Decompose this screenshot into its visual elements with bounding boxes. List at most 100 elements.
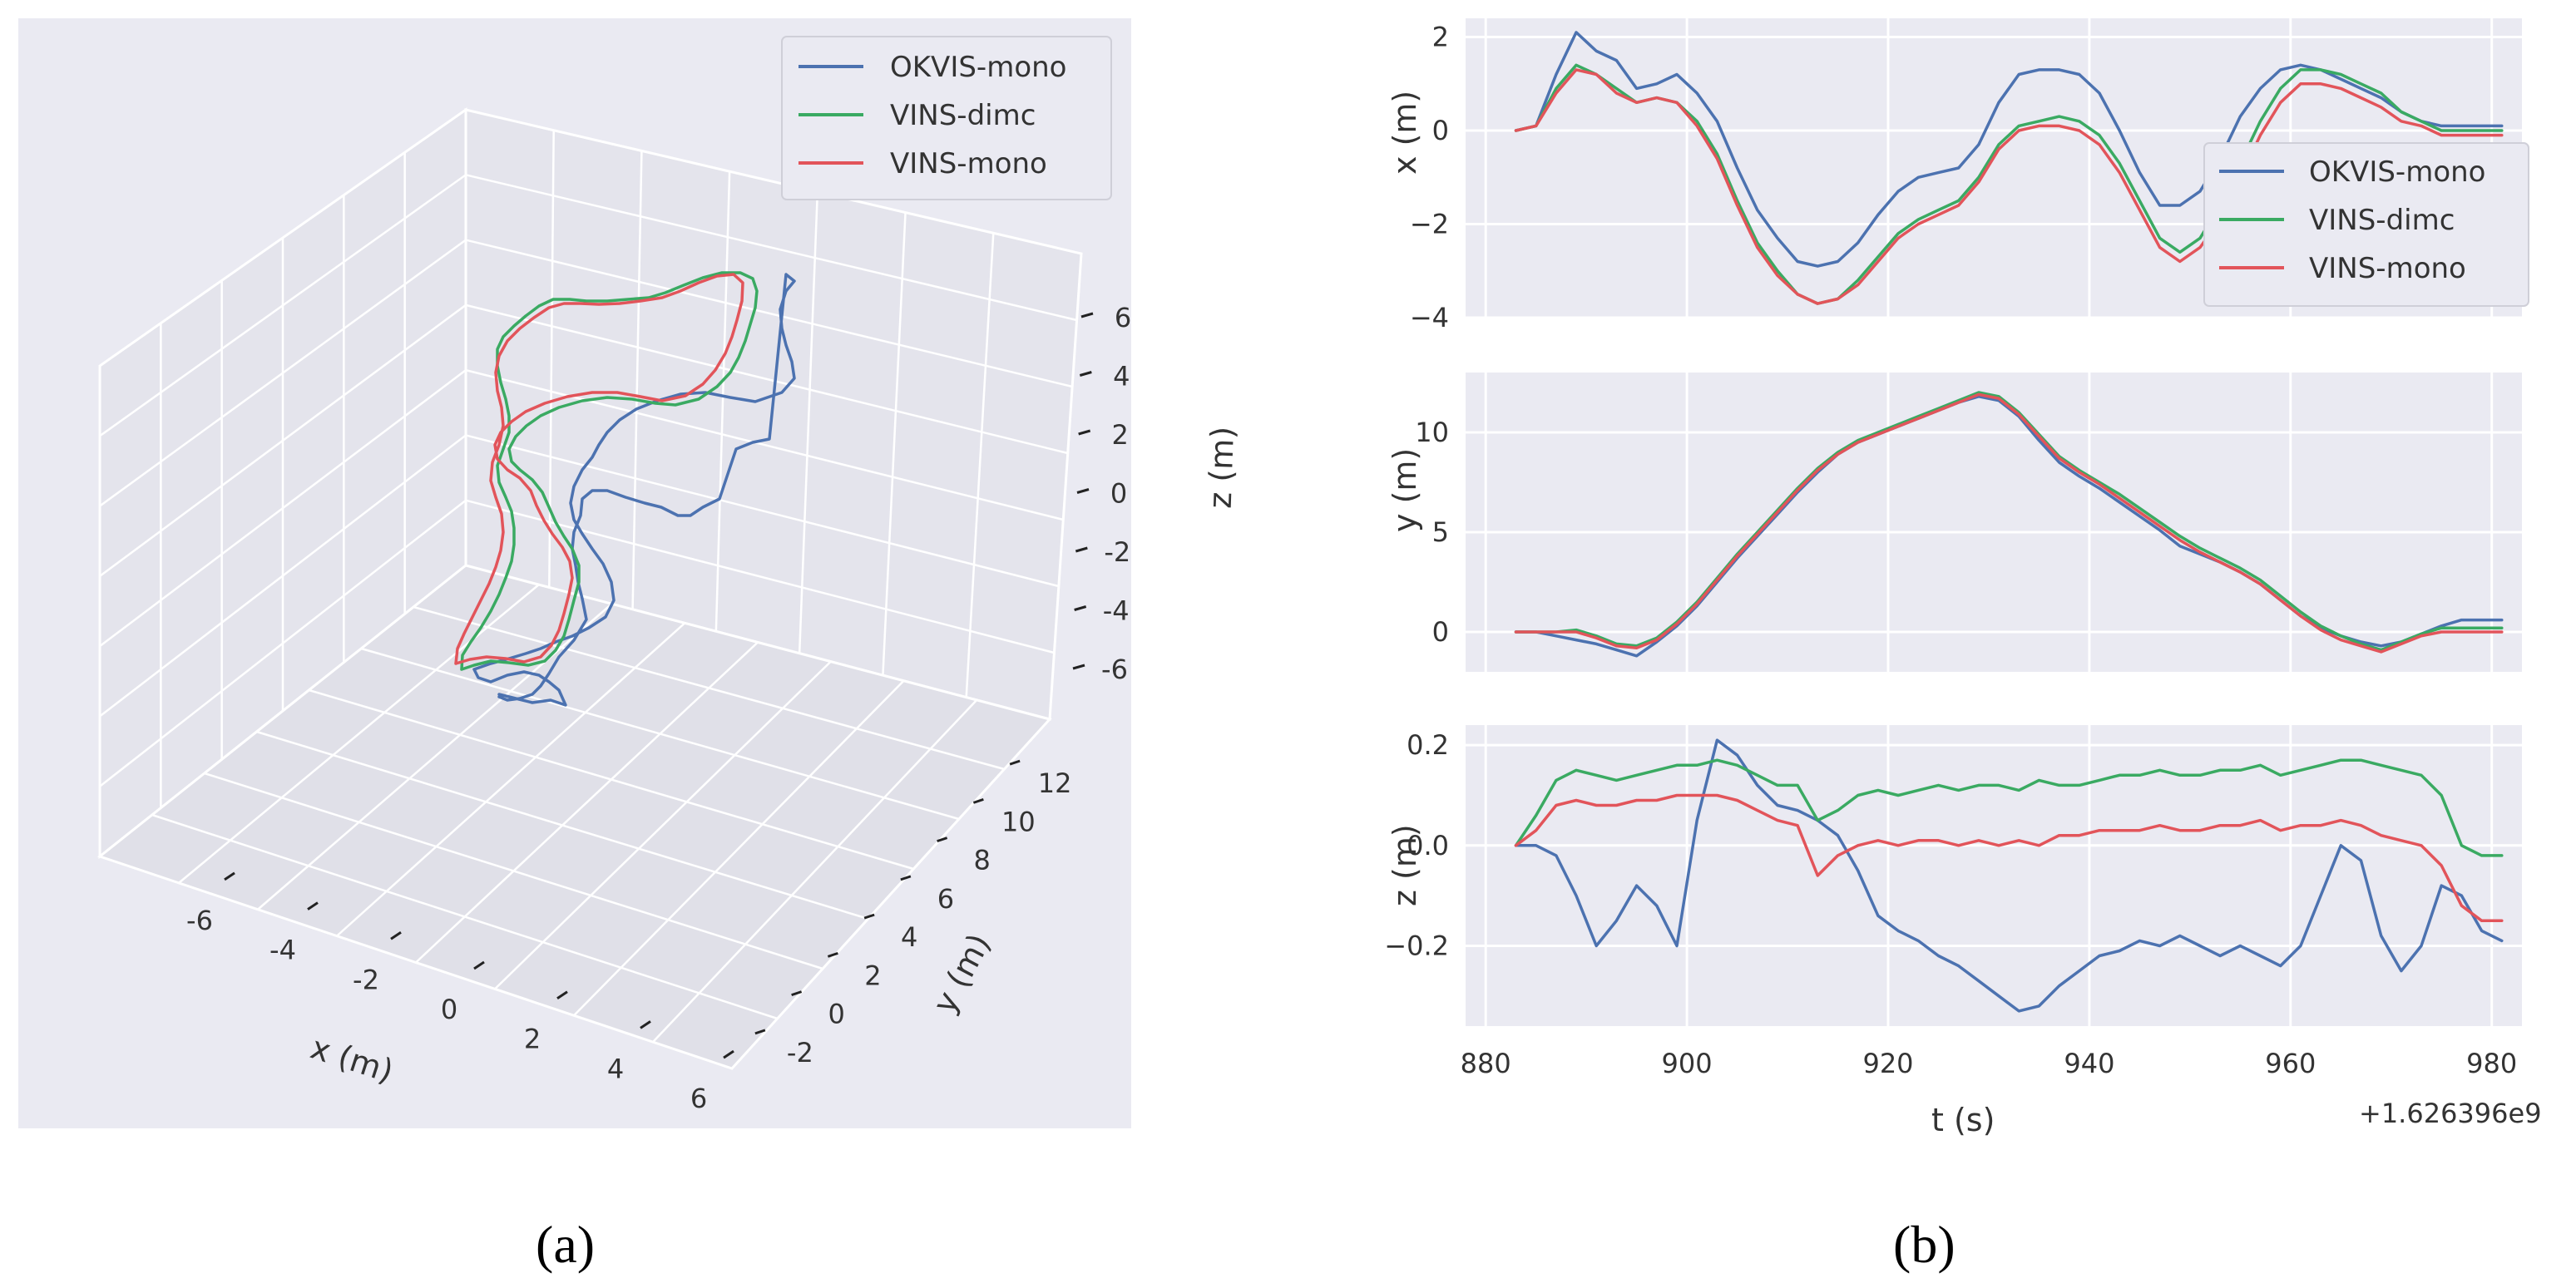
y-tick-label: 0 [1432, 616, 1449, 648]
floor-gridline [415, 641, 759, 964]
legend-b-label-mono: VINS-mono [2309, 252, 2466, 285]
y-tick-label: 2 [864, 960, 881, 991]
series-vins-mono-x_m [1514, 68, 2504, 305]
panel-a-trajectories [454, 271, 796, 707]
x-tick-label: 6 [690, 1083, 707, 1114]
legend-a-label-dimc: VINS-dimc [890, 99, 1036, 132]
y-tick-label: 0.2 [1407, 729, 1449, 761]
z-tick-label: 4 [1113, 361, 1130, 392]
legend-b-label-dimc: VINS-dimc [2309, 204, 2455, 237]
series-okvis-mono-z_m [1514, 738, 2504, 1013]
wall-gridline [631, 151, 643, 609]
x-axis-ticks: -6 -4 -2 0 2 4 6 [186, 871, 734, 1114]
wall-gridline [882, 212, 907, 676]
x-tick-label: 4 [607, 1053, 624, 1084]
y-tick-mark [1009, 759, 1021, 766]
panel-b-offset-text: +1.626396e9 [2359, 1098, 2542, 1129]
legend-b-box [2203, 142, 2529, 307]
wall-gridline [99, 303, 1069, 577]
z-tick-mark [1078, 429, 1091, 436]
panel-b: 2 0 −2 −4 10 5 0 0.2 0.0 −0.2 880 900 920 940 960 980 x… [1384, 18, 2542, 1274]
z-tick-label: 0 [1110, 478, 1127, 510]
legend-a: OKVIS-mono VINS-dimc VINS-mono [781, 36, 1112, 200]
panel-b-z-bg [1466, 725, 2522, 1026]
panel-b-x-ylabel: x (m) [1387, 91, 1423, 175]
x-tick-label: 980 [2466, 1048, 2517, 1079]
z-tick-mark [1072, 664, 1085, 670]
legend-a-label-mono: VINS-mono [890, 147, 1047, 180]
panel-b-xlabel: t (s) [1931, 1102, 1995, 1138]
floor-gridline [178, 584, 540, 884]
panel-b-label: (b) [1893, 1215, 1955, 1274]
wall-gridline [99, 434, 1060, 718]
x-tick-mark [390, 931, 402, 940]
trajectory-okvis-mono [472, 273, 796, 707]
wall-gridline [99, 499, 1055, 787]
y-tick-mark [754, 1029, 766, 1035]
trajectory-vins-mono [454, 273, 744, 665]
series-vins-mono-y_m [1514, 392, 2504, 654]
floor-gridline [652, 699, 978, 1043]
series-vins-dimc-z_m [1514, 758, 2504, 857]
panel-b-y-bg [1466, 373, 2522, 672]
x-tick-label: 940 [2064, 1048, 2114, 1079]
x-tick-mark [473, 960, 485, 970]
legend-a-label-okvis: OKVIS-mono [890, 51, 1066, 84]
panel-b-gridlines [1466, 18, 2522, 1026]
panel-a-label: (a) [536, 1215, 595, 1274]
panel-b-ticks: 2 0 −2 −4 10 5 0 0.2 0.0 −0.2 880 900 920 940 960 980 [1384, 22, 2517, 1080]
z-tick-mark [1079, 371, 1092, 377]
legend-b: OKVIS-mono VINS-dimc VINS-mono [2203, 142, 2529, 307]
x-tick-label: 920 [1862, 1048, 1913, 1079]
x-tick-mark [723, 1049, 734, 1059]
y-tick-label: 12 [1038, 767, 1072, 799]
panel-b-series [1514, 31, 2504, 1013]
z-axis-ticks: -6 -4 -2 0 2 4 6 [1072, 302, 1131, 685]
x-tick-mark [224, 871, 235, 881]
x-tick-label: -4 [269, 935, 296, 966]
x-tick-mark [556, 990, 568, 999]
wall-gridline [798, 191, 819, 654]
trajectory-vins-dimc [460, 271, 759, 671]
x-tick-label: 900 [1662, 1048, 1713, 1079]
y-tick-label: 10 [1415, 417, 1449, 448]
x-tick-label: -2 [353, 964, 379, 995]
z-tick-mark [1080, 312, 1094, 318]
y-tick-label: −4 [1410, 302, 1449, 333]
y-tick-label: 0 [1432, 115, 1449, 146]
panel-a-gridlines [99, 130, 1077, 1043]
y-tick-mark [791, 990, 803, 997]
x-tick-label: 2 [524, 1024, 541, 1055]
y-tick-mark [863, 913, 875, 920]
y-tick-label: −2 [1410, 209, 1449, 240]
z-tick-mark [1076, 488, 1090, 494]
y-tick-label: 8 [973, 845, 990, 876]
y-tick-mark [937, 836, 948, 843]
panel-b-z-ylabel: z (m) [1387, 824, 1423, 906]
floor-gridline [573, 679, 905, 1017]
y-tick-label: 10 [1001, 806, 1036, 837]
floor-gridline [336, 622, 686, 937]
y-tick-mark [900, 875, 912, 881]
z-tick-mark [1074, 605, 1087, 611]
wall-gridline [965, 233, 995, 698]
y-tick-label: -2 [787, 1037, 813, 1068]
y-tick-mark [827, 951, 838, 958]
wall-gridline [714, 171, 731, 632]
x-tick-label: -6 [186, 905, 213, 936]
legend-a-box [781, 36, 1112, 200]
y-tick-label: 6 [937, 883, 954, 915]
z-tick-label: -6 [1101, 654, 1128, 685]
panel-b-y-ylabel: y (m) [1387, 448, 1423, 532]
wall-gridline [99, 173, 1077, 437]
y-tick-label: −0.2 [1384, 930, 1449, 961]
y-tick-label: 0 [828, 999, 844, 1030]
series-vins-mono-z_m [1514, 793, 2504, 923]
z-tick-label: 6 [1115, 302, 1131, 333]
z-axis-label: z (m) [1202, 426, 1241, 509]
y-tick-label: 2 [1432, 22, 1449, 53]
z-tick-mark [1075, 546, 1088, 553]
